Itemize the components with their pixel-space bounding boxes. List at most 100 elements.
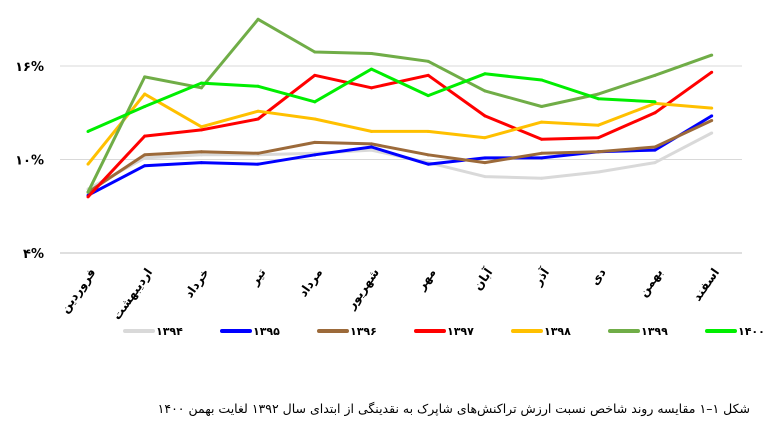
data-point	[653, 100, 657, 104]
legend-label: ۱۳۹۵	[253, 325, 280, 338]
x-tick-label: اردیبهشت	[110, 266, 156, 323]
data-point	[540, 120, 544, 124]
data-point	[426, 59, 430, 63]
legend-label: ۱۳۹۷	[447, 325, 474, 338]
series-line-۱۳۹۶	[87, 119, 713, 194]
x-tick-label: خرداد	[182, 266, 212, 301]
data-point	[313, 117, 317, 121]
data-point	[653, 111, 657, 115]
x-tick-label: بهمن	[636, 266, 665, 300]
data-point	[710, 119, 714, 123]
data-point	[596, 170, 600, 174]
y-tick-label: ۴%	[23, 247, 44, 262]
data-point	[596, 97, 600, 101]
data-point	[483, 136, 487, 140]
data-point	[426, 153, 430, 157]
data-point	[426, 94, 430, 98]
data-point	[596, 150, 600, 154]
x-tick-label: تیر	[247, 266, 269, 289]
legend-label: ۱۳۹۶	[350, 325, 377, 338]
data-point	[256, 162, 260, 166]
data-point	[143, 105, 147, 109]
y-tick-label: ۱۰%	[15, 154, 44, 169]
data-point	[143, 164, 147, 168]
data-point	[483, 72, 487, 76]
data-point	[370, 52, 373, 56]
data-point	[199, 81, 203, 85]
data-point	[483, 114, 487, 118]
x-tick-label: شهریور	[343, 266, 382, 313]
data-point	[710, 106, 714, 110]
data-point	[483, 89, 487, 93]
data-point	[199, 86, 203, 90]
data-point	[143, 134, 147, 138]
x-tick-label: آبان	[470, 264, 496, 292]
data-point	[143, 156, 147, 160]
data-point	[540, 105, 544, 109]
data-point	[426, 129, 430, 133]
x-tick-label: دی	[587, 266, 608, 288]
data-point	[86, 129, 90, 133]
data-point	[540, 176, 544, 180]
data-point	[426, 162, 430, 166]
data-point	[256, 151, 260, 155]
x-tick-label: مرداد	[296, 266, 325, 300]
data-point	[199, 161, 203, 165]
data-point	[710, 131, 714, 135]
data-point	[199, 150, 203, 154]
legend-label: ۱۴۰۰	[738, 325, 765, 338]
data-point	[483, 161, 487, 165]
data-point	[540, 78, 544, 82]
data-point	[653, 145, 657, 149]
data-point	[540, 137, 544, 141]
line-chart: ۱۶% ۱۰% ۴% فروردین اردیبهشت خرداد تیر مرداد شهری…	[15, 17, 765, 338]
figure-caption: شکل ۱–۱ مقایسه روند شاخص نسبت ارزش تراکن…	[157, 401, 750, 416]
y-tick-label: ۱۶%	[15, 60, 44, 75]
data-point	[256, 84, 260, 88]
data-point	[370, 67, 373, 71]
data-point	[313, 153, 317, 157]
data-point	[710, 70, 714, 74]
data-point	[370, 142, 373, 146]
x-tick-label: فروردین	[58, 266, 100, 317]
data-point	[199, 128, 203, 132]
data-point	[483, 156, 487, 160]
series-line-۱۳۹۴	[87, 131, 713, 191]
data-point	[483, 175, 487, 179]
data-point	[256, 109, 260, 113]
data-point	[596, 92, 600, 96]
series-line-۱۳۹۹	[86, 17, 713, 193]
x-tick-label: اسفند	[690, 266, 722, 304]
data-point	[313, 140, 317, 144]
data-point	[199, 153, 203, 157]
data-point	[86, 190, 90, 194]
data-point	[86, 195, 90, 199]
data-point	[370, 145, 373, 149]
legend-label: ۱۳۹۹	[641, 325, 668, 338]
data-point	[199, 125, 203, 129]
data-point	[370, 148, 373, 152]
series-line-۱۳۹۸	[86, 92, 712, 166]
data-point	[653, 161, 657, 165]
data-point	[540, 156, 544, 160]
legend-label: ۱۳۹۸	[544, 325, 571, 338]
data-point	[710, 53, 714, 57]
data-point	[596, 123, 600, 127]
data-point	[143, 153, 147, 157]
legend-label: ۱۳۹۴	[156, 325, 183, 338]
data-point	[653, 73, 657, 77]
data-point	[313, 100, 317, 104]
x-tick-label: مهر	[414, 266, 439, 294]
data-point	[143, 75, 147, 79]
data-point	[86, 162, 90, 166]
data-point	[256, 17, 260, 21]
data-point	[370, 86, 373, 90]
data-point	[540, 151, 544, 155]
data-point	[256, 117, 260, 121]
data-point	[426, 73, 430, 77]
data-point	[596, 136, 600, 140]
data-point	[143, 92, 147, 96]
data-point	[710, 114, 714, 118]
data-point	[370, 129, 373, 133]
